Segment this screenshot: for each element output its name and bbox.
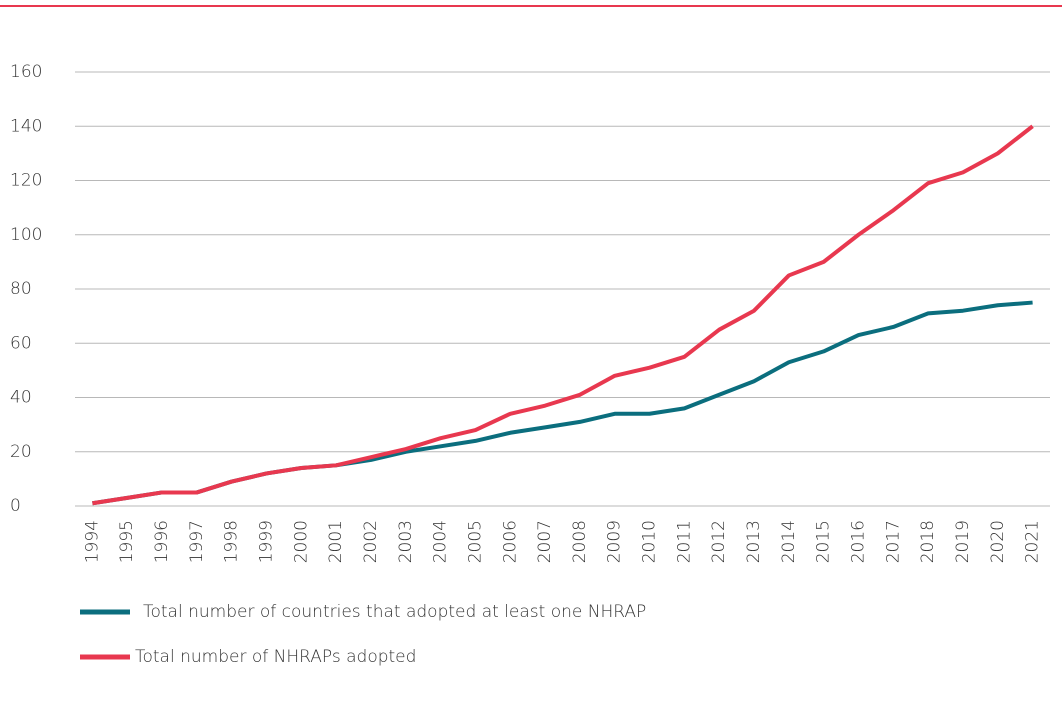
x-tick-label: 2007	[535, 520, 555, 563]
x-tick-label: 2010	[640, 520, 660, 563]
x-tick-label: 2020	[988, 520, 1008, 563]
x-tick-label: 2018	[918, 520, 938, 563]
legend-label: Total number of NHRAPs adopted	[135, 647, 416, 667]
x-tick-label: 2014	[779, 520, 799, 563]
x-tick-label: 1996	[152, 520, 172, 563]
x-tick-label: 2005	[465, 520, 485, 563]
x-tick-label: 2008	[570, 520, 590, 563]
x-tick-label: 1997	[187, 520, 207, 563]
y-tick-label: 20	[10, 442, 32, 462]
x-tick-label: 1994	[82, 520, 102, 563]
x-tick-label: 2002	[361, 520, 381, 563]
x-tick-label: 2015	[814, 520, 834, 563]
y-tick-label: 160	[10, 62, 42, 82]
x-tick-label: 2000	[291, 520, 311, 563]
x-tick-label: 2013	[744, 520, 764, 563]
x-tick-label: 2004	[431, 520, 451, 563]
series-line	[92, 300, 1033, 506]
x-tick-label: 2012	[709, 520, 729, 563]
y-tick-label: 80	[10, 279, 32, 299]
x-tick-label: 2001	[326, 520, 346, 563]
x-tick-label: 2017	[883, 520, 903, 563]
legend-label: Total number of countries that adopted a…	[143, 602, 646, 622]
y-tick-label: 100	[10, 225, 42, 245]
y-tick-label: 60	[10, 333, 32, 353]
x-tick-label: 2016	[848, 520, 868, 563]
x-tick-label: 1995	[117, 520, 137, 563]
x-tick-label: 1998	[222, 520, 242, 563]
x-tick-label: 2003	[396, 520, 416, 563]
y-tick-label: 120	[10, 171, 42, 191]
x-tick-label: 2021	[1023, 520, 1043, 563]
x-tick-label: 2011	[674, 520, 694, 563]
x-tick-label: 2019	[953, 520, 973, 563]
x-tick-label: 2009	[605, 520, 625, 563]
y-tick-label: 40	[10, 388, 32, 408]
x-tick-label: 1999	[257, 520, 277, 563]
y-tick-label: 0	[10, 496, 21, 516]
y-tick-label: 140	[10, 116, 42, 136]
x-tick-label: 2006	[500, 520, 520, 563]
series-line	[92, 124, 1034, 506]
